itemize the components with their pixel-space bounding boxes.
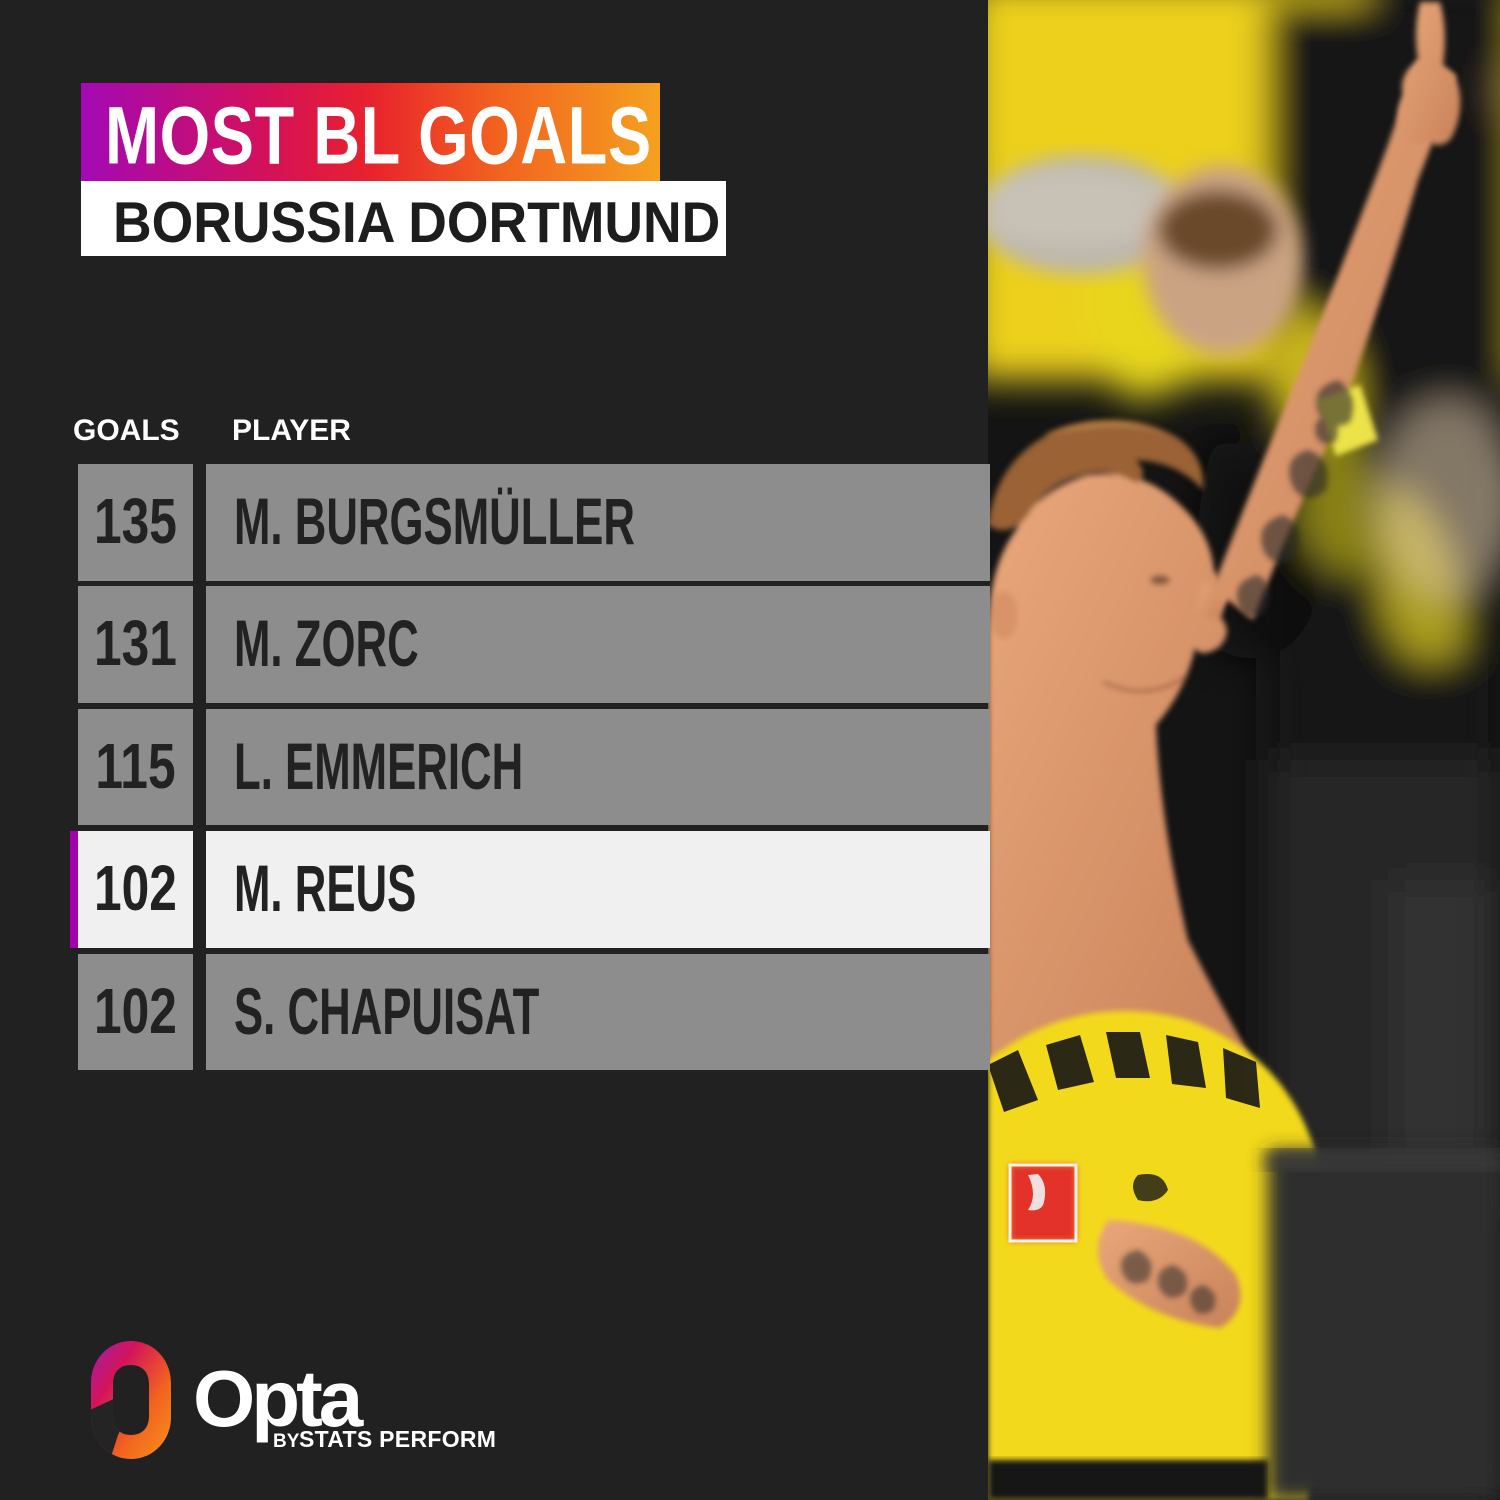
svg-text:STATS PERFORM: STATS PERFORM (299, 1426, 496, 1452)
svg-text:BY: BY (273, 1431, 300, 1452)
